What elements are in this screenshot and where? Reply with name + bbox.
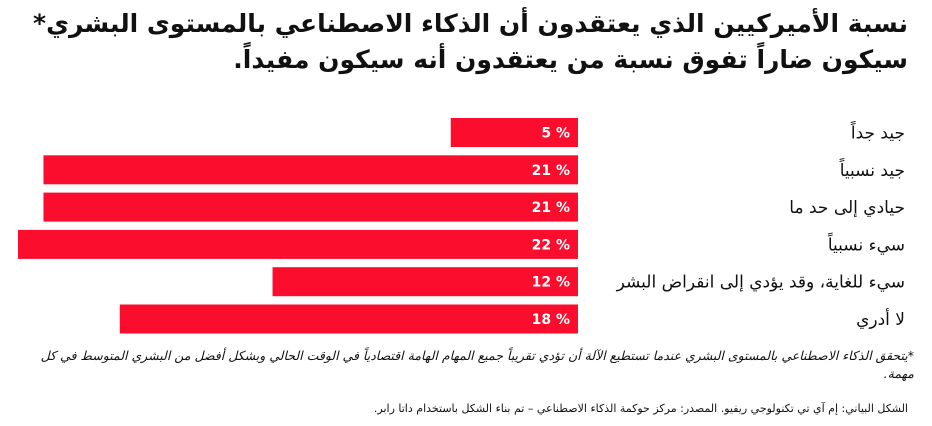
bar-value-label: 21 % [532, 200, 570, 216]
bar [43, 192, 579, 222]
category-label: لا أدري [856, 308, 905, 330]
category-label: سيء للغاية، وقد يؤدي إلى انقراض البشر [616, 273, 905, 293]
bar [43, 155, 579, 185]
category-label: حيادي إلى حد ما [789, 198, 905, 218]
bar-value-label: 5 % [541, 126, 570, 142]
category-label: جيد جداً [850, 120, 905, 144]
source-credit: الشكل البياني: إم آي تي تكنولوجي ريفيو. … [373, 402, 908, 415]
bar-value-label: 12 % [532, 275, 570, 291]
bar-value-label: 22 % [532, 237, 570, 253]
chart-title: نسبة الأميركيين الذي يعتقدون أن الذكاء ا… [33, 9, 908, 74]
bar [18, 229, 578, 259]
bars-group: 5 % جيد جداً 21 % جيد نسبياً 21 % حيادي إلى ح… [18, 118, 905, 334]
footnote: *يتحقق الذكاء الاصطناعي بالمستوى البشري … [40, 348, 914, 381]
bar [450, 118, 578, 147]
bar-value-label: 21 % [532, 163, 570, 179]
bar-chart: 5 % جيد جداً 21 % جيد نسبياً 21 % حيادي إلى ح… [18, 118, 905, 334]
bar-value-label: 18 % [532, 312, 570, 328]
category-label: جيد نسبياً [839, 157, 905, 181]
bar [119, 304, 579, 334]
bar [272, 267, 578, 297]
category-label: سيء نسبياً [827, 232, 905, 256]
